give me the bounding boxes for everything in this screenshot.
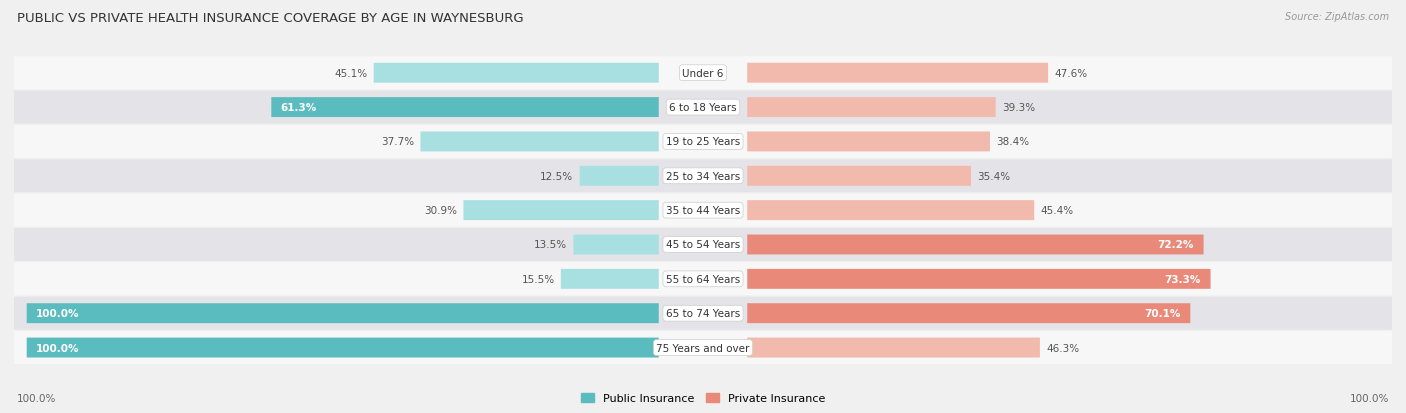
FancyBboxPatch shape xyxy=(271,98,659,118)
Text: 37.7%: 37.7% xyxy=(381,137,415,147)
Text: 47.6%: 47.6% xyxy=(1054,69,1088,78)
FancyBboxPatch shape xyxy=(420,132,659,152)
FancyBboxPatch shape xyxy=(747,166,972,186)
Legend: Public Insurance, Private Insurance: Public Insurance, Private Insurance xyxy=(576,388,830,408)
FancyBboxPatch shape xyxy=(14,228,1392,261)
Text: 12.5%: 12.5% xyxy=(540,171,574,181)
FancyBboxPatch shape xyxy=(747,201,1035,221)
FancyBboxPatch shape xyxy=(14,263,1392,296)
FancyBboxPatch shape xyxy=(574,235,659,255)
Text: 72.2%: 72.2% xyxy=(1157,240,1194,250)
Text: 45.4%: 45.4% xyxy=(1040,206,1074,216)
Text: 15.5%: 15.5% xyxy=(522,274,554,284)
FancyBboxPatch shape xyxy=(14,91,1392,124)
FancyBboxPatch shape xyxy=(464,201,659,221)
Text: 25 to 34 Years: 25 to 34 Years xyxy=(666,171,740,181)
Text: 100.0%: 100.0% xyxy=(37,309,80,318)
FancyBboxPatch shape xyxy=(747,98,995,118)
Text: 45.1%: 45.1% xyxy=(335,69,367,78)
Text: 13.5%: 13.5% xyxy=(534,240,567,250)
FancyBboxPatch shape xyxy=(14,126,1392,159)
Text: 100.0%: 100.0% xyxy=(37,343,80,353)
FancyBboxPatch shape xyxy=(14,57,1392,90)
Text: Under 6: Under 6 xyxy=(682,69,724,78)
Text: 35 to 44 Years: 35 to 44 Years xyxy=(666,206,740,216)
Text: 46.3%: 46.3% xyxy=(1046,343,1080,353)
FancyBboxPatch shape xyxy=(561,269,659,289)
FancyBboxPatch shape xyxy=(27,304,659,323)
FancyBboxPatch shape xyxy=(747,235,1204,255)
Text: 39.3%: 39.3% xyxy=(1002,103,1035,113)
Text: 75 Years and over: 75 Years and over xyxy=(657,343,749,353)
Text: 6 to 18 Years: 6 to 18 Years xyxy=(669,103,737,113)
Text: 100.0%: 100.0% xyxy=(17,393,56,403)
Text: 35.4%: 35.4% xyxy=(977,171,1011,181)
Text: 100.0%: 100.0% xyxy=(1350,393,1389,403)
Text: 70.1%: 70.1% xyxy=(1144,309,1181,318)
FancyBboxPatch shape xyxy=(747,338,1040,358)
FancyBboxPatch shape xyxy=(747,269,1211,289)
Text: 30.9%: 30.9% xyxy=(425,206,457,216)
Text: 55 to 64 Years: 55 to 64 Years xyxy=(666,274,740,284)
FancyBboxPatch shape xyxy=(374,64,659,83)
FancyBboxPatch shape xyxy=(747,304,1191,323)
Text: 61.3%: 61.3% xyxy=(281,103,316,113)
Text: 65 to 74 Years: 65 to 74 Years xyxy=(666,309,740,318)
FancyBboxPatch shape xyxy=(14,194,1392,227)
FancyBboxPatch shape xyxy=(747,64,1047,83)
Text: PUBLIC VS PRIVATE HEALTH INSURANCE COVERAGE BY AGE IN WAYNESBURG: PUBLIC VS PRIVATE HEALTH INSURANCE COVER… xyxy=(17,12,523,25)
FancyBboxPatch shape xyxy=(14,331,1392,364)
Text: Source: ZipAtlas.com: Source: ZipAtlas.com xyxy=(1285,12,1389,22)
Text: 73.3%: 73.3% xyxy=(1164,274,1201,284)
FancyBboxPatch shape xyxy=(14,160,1392,193)
FancyBboxPatch shape xyxy=(27,338,659,358)
FancyBboxPatch shape xyxy=(14,297,1392,330)
FancyBboxPatch shape xyxy=(747,132,990,152)
FancyBboxPatch shape xyxy=(579,166,659,186)
Text: 19 to 25 Years: 19 to 25 Years xyxy=(666,137,740,147)
Text: 45 to 54 Years: 45 to 54 Years xyxy=(666,240,740,250)
Text: 38.4%: 38.4% xyxy=(997,137,1029,147)
